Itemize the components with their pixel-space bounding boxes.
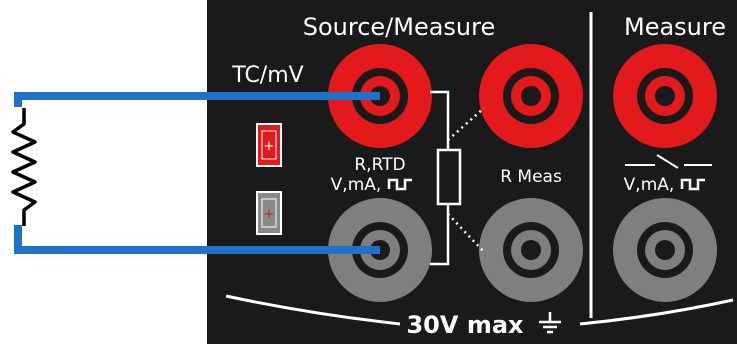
switch-icon-blade	[656, 154, 679, 169]
v-ma-label-left: V,mA,	[331, 175, 382, 195]
external-resistor	[11, 108, 37, 226]
top-wire	[14, 92, 380, 107]
ground-icon	[539, 312, 561, 334]
r-meas-label: R Meas	[500, 167, 562, 187]
rmeas-red-jack[interactable]	[479, 44, 583, 148]
r-rtd-label: R,RTD	[354, 155, 405, 175]
v-ma-label-right: V,mA,	[624, 175, 675, 195]
internal-bracket	[430, 90, 450, 266]
dotted-link-top	[447, 107, 485, 141]
measure-heading: Measure	[624, 13, 726, 41]
square-wave-icon	[387, 178, 412, 191]
resistor-icon	[436, 148, 462, 206]
rmeas-gray-jack[interactable]	[479, 198, 583, 302]
measure-gray-jack[interactable]	[613, 198, 717, 302]
bottom-arc-left	[225, 294, 401, 326]
square-wave-icon-right	[680, 178, 705, 191]
dotted-link-bottom	[447, 213, 485, 253]
tc-mv-label: TC/mV	[231, 63, 303, 88]
source-measure-heading: Source/Measure	[303, 13, 496, 41]
voltage-max-label: 30V max	[406, 311, 524, 339]
bottom-arc-right	[579, 298, 734, 326]
bottom-wire	[14, 225, 380, 254]
gray-marker-plus: +	[264, 207, 275, 222]
red-marker-plus: +	[264, 139, 275, 154]
measure-red-jack[interactable]	[613, 44, 717, 148]
